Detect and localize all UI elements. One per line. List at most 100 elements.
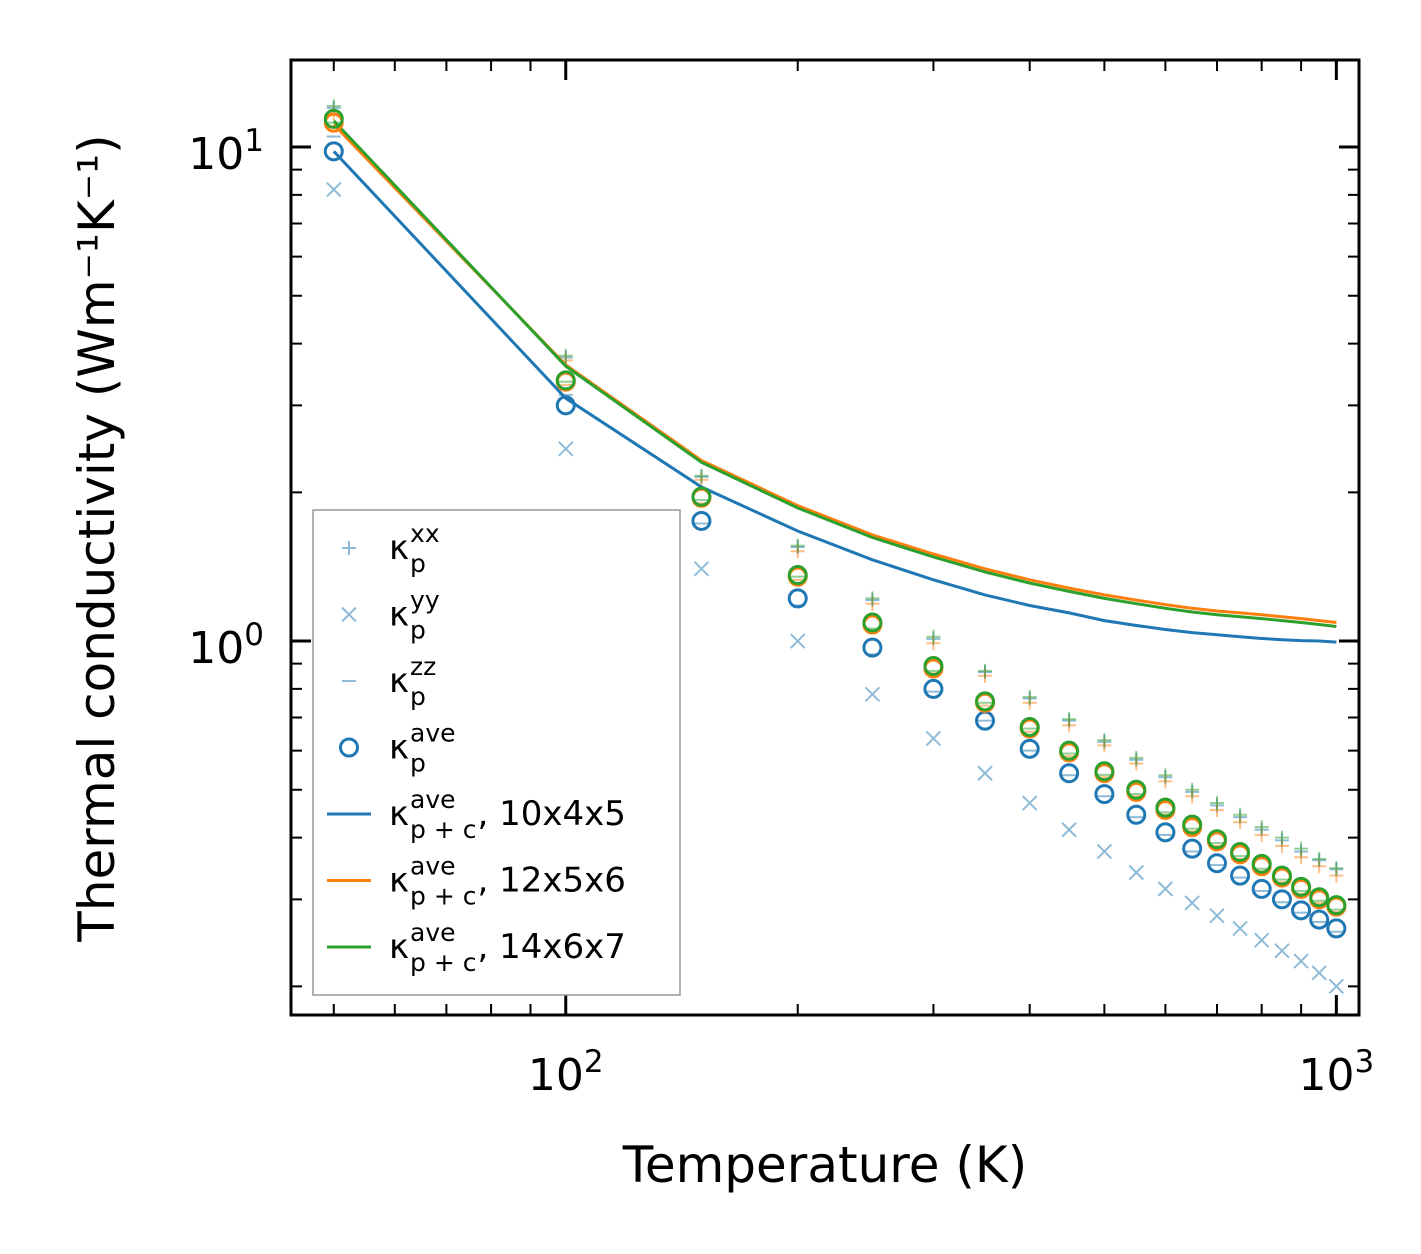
data-point: [1209, 907, 1225, 924]
data-point: [1291, 876, 1312, 897]
legend-marker: [339, 737, 359, 758]
legend-label: κ: [389, 661, 409, 701]
data-point: [1182, 838, 1203, 859]
tick-label-exponent: 3: [1354, 1044, 1374, 1080]
legend-label: κ: [389, 927, 409, 967]
data-point: [691, 510, 712, 531]
data-point: [1329, 861, 1344, 876]
data-point: [923, 678, 944, 699]
data-point: [558, 348, 573, 363]
x-axis-label: Temperature (K): [622, 1136, 1027, 1194]
legend-box: [312, 509, 681, 996]
data-point: [1293, 953, 1309, 969]
series-line-14x6x7: [332, 119, 1337, 628]
data-point: [1251, 853, 1272, 874]
data-point: [1155, 797, 1176, 818]
data-point: [1157, 881, 1174, 897]
plot-data: [323, 99, 1347, 995]
legend-label-sup: ave: [410, 785, 456, 814]
legend-label-sup: ave: [410, 719, 456, 748]
data-point: [1094, 761, 1115, 782]
data-point: [1328, 978, 1345, 995]
data-point: [1096, 843, 1113, 860]
data-point: [1206, 853, 1227, 874]
data-point: [1128, 864, 1144, 881]
data-point: [1184, 895, 1200, 911]
legend-item: κ zzp: [342, 652, 436, 711]
data-point: [1312, 852, 1327, 867]
data-point: [1062, 712, 1077, 727]
tick-label-exponent: 1: [244, 123, 264, 159]
data-point: [694, 468, 709, 483]
legend-item: κ xxp: [342, 519, 440, 578]
data-point: [326, 181, 342, 198]
data-point: [1233, 807, 1248, 822]
data-point: [864, 686, 881, 703]
series-circle-14x6x7: [323, 108, 1347, 916]
data-point: [975, 691, 996, 712]
data-point: [1294, 841, 1309, 856]
legend-label-sub: p + c: [410, 948, 476, 977]
data-point: [1309, 909, 1330, 930]
data-point: [1126, 779, 1147, 800]
series-line-10x4x5: [332, 150, 1337, 644]
data-point: [1094, 784, 1115, 805]
data-point: [1126, 804, 1147, 825]
data-point: [693, 561, 710, 577]
series-circle-10x4x5: [323, 141, 1347, 939]
legend-label-sub: p: [410, 616, 426, 645]
legend-label-sub: p + c: [410, 815, 476, 844]
data-point: [787, 588, 808, 609]
data-point: [926, 629, 941, 644]
series-dash-14x6x7: [326, 121, 1344, 911]
data-point: [1019, 738, 1040, 759]
legend-label-cell: , 10x4x5: [478, 794, 626, 834]
data-point: [1059, 740, 1080, 761]
data-point: [1182, 814, 1203, 835]
data-point: [1274, 943, 1290, 959]
data-point: [862, 612, 883, 633]
legend-marker: [342, 541, 356, 555]
legend-label-sup: xx: [410, 519, 440, 548]
data-point: [323, 108, 344, 129]
tick-label-base: 10: [188, 129, 244, 180]
legend-label-sub: p: [410, 549, 426, 578]
data-point: [1061, 822, 1077, 838]
data-point: [1253, 932, 1270, 948]
y-tick-label: 101: [188, 123, 264, 180]
data-point: [1311, 965, 1327, 981]
legend-label-sup: ave: [410, 852, 456, 881]
y-axis-label: Thermal conductivity (Wm⁻¹K⁻¹): [68, 134, 126, 942]
legend-label-cell: , 14x6x7: [478, 927, 626, 967]
data-point: [691, 486, 712, 507]
data-point: [1271, 889, 1292, 910]
data-point: [1309, 887, 1330, 908]
legend-label: κ: [389, 861, 409, 901]
data-point: [1155, 822, 1176, 843]
tick-label-exponent: 0: [244, 617, 264, 653]
x-tick-label: 102: [528, 1044, 604, 1101]
tick-label-base: 10: [528, 1050, 584, 1101]
series-x-10x4x5: [326, 181, 1345, 995]
legend-label: κ: [389, 528, 409, 568]
y-tick-label: 100: [188, 617, 264, 674]
legend-label-sub: p: [410, 682, 426, 711]
data-point: [787, 565, 808, 586]
series-plus-14x6x7: [326, 99, 1344, 876]
data-point: [1274, 830, 1289, 845]
legend-label: κ: [389, 728, 409, 768]
legend-label: κ: [389, 794, 409, 834]
data-point: [1230, 865, 1251, 886]
data-point: [1158, 768, 1173, 783]
data-point: [923, 656, 944, 677]
data-point: [1021, 795, 1038, 811]
data-point: [790, 538, 805, 553]
data-point: [1326, 918, 1347, 939]
